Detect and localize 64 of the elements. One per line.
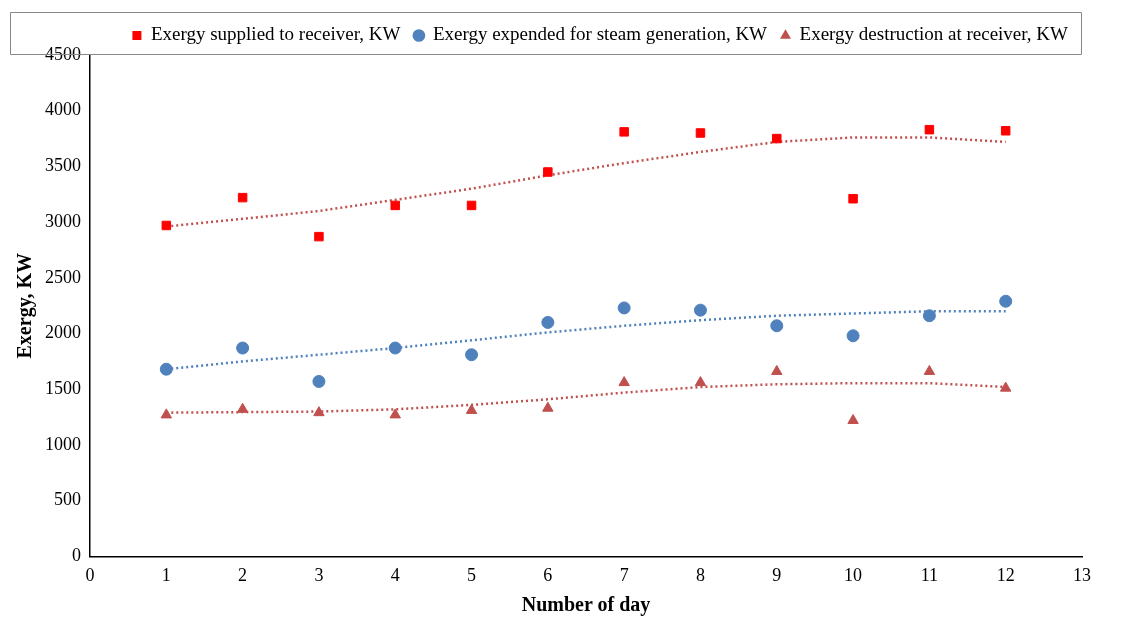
point bbox=[466, 200, 477, 211]
point bbox=[1000, 126, 1011, 136]
x-tick-label: 3 bbox=[314, 564, 324, 585]
point bbox=[542, 401, 554, 412]
point bbox=[161, 220, 172, 231]
x-tick-label: 10 bbox=[844, 564, 863, 585]
x-tick-label: 11 bbox=[920, 564, 939, 585]
x-tick-label: 9 bbox=[772, 564, 782, 585]
point bbox=[389, 408, 401, 419]
x-tick-label: 1 bbox=[161, 564, 171, 585]
legend-label: Exergy supplied to receiver, KW bbox=[150, 23, 401, 45]
point bbox=[1000, 381, 1012, 392]
y-tick-label: 3500 bbox=[45, 155, 81, 176]
x-axis-title: Number of day bbox=[521, 593, 651, 617]
point bbox=[465, 403, 478, 414]
point bbox=[693, 303, 707, 317]
y-tick-label: 0 bbox=[72, 545, 81, 566]
point bbox=[846, 329, 860, 343]
point bbox=[390, 200, 400, 211]
point bbox=[618, 376, 630, 387]
point bbox=[999, 294, 1013, 308]
point bbox=[922, 309, 936, 323]
x-tick-label: 7 bbox=[619, 564, 629, 585]
point bbox=[695, 128, 706, 138]
point bbox=[541, 315, 555, 329]
point bbox=[543, 167, 553, 177]
point bbox=[924, 124, 935, 135]
point bbox=[694, 376, 707, 387]
x-tick-label: 13 bbox=[1073, 564, 1091, 585]
legend-label: Exergy expended for steam generation, KW bbox=[432, 23, 768, 45]
x-tick-label: 2 bbox=[238, 564, 248, 585]
y-tick-label: 2000 bbox=[45, 322, 81, 343]
x-tick-label: 0 bbox=[85, 564, 95, 585]
x-tick-label: 12 bbox=[996, 564, 1015, 585]
point bbox=[847, 413, 859, 424]
x-tick-label: 5 bbox=[467, 564, 477, 585]
point bbox=[236, 341, 250, 355]
point bbox=[619, 127, 629, 137]
y-tick-label: 1000 bbox=[45, 433, 81, 454]
point bbox=[388, 341, 402, 355]
point bbox=[160, 408, 172, 419]
y-axis-title: Exergy, KW bbox=[13, 252, 37, 359]
point bbox=[770, 319, 784, 333]
point bbox=[848, 193, 858, 204]
point bbox=[312, 374, 326, 388]
x-tick-label: 8 bbox=[695, 564, 705, 585]
y-tick-label: 500 bbox=[54, 489, 81, 510]
point bbox=[237, 192, 248, 203]
point bbox=[617, 301, 631, 315]
point bbox=[772, 133, 782, 144]
point bbox=[771, 364, 783, 375]
y-tick-label: 4000 bbox=[45, 99, 81, 120]
x-tick-label: 4 bbox=[390, 564, 400, 585]
x-tick-label: 6 bbox=[543, 564, 553, 585]
point bbox=[313, 406, 325, 417]
legend-label: Exergy destruction at receiver, KW bbox=[799, 23, 1069, 45]
y-tick-label: 2500 bbox=[45, 266, 81, 287]
point bbox=[314, 231, 324, 242]
y-tick-label: 1500 bbox=[45, 378, 81, 398]
point bbox=[465, 348, 479, 362]
point bbox=[236, 402, 249, 413]
point bbox=[159, 362, 173, 376]
y-tick-label: 3000 bbox=[45, 210, 81, 231]
point bbox=[923, 364, 936, 375]
